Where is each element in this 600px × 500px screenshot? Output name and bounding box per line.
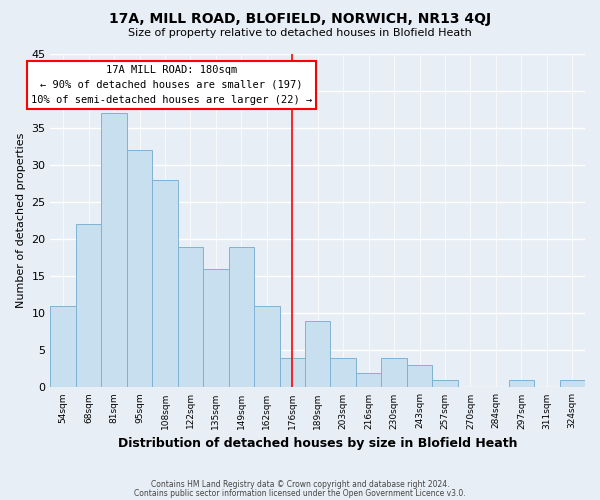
Bar: [76, 224, 101, 388]
Bar: [152, 180, 178, 388]
Bar: [101, 114, 127, 388]
Bar: [356, 372, 382, 388]
Bar: [254, 306, 280, 388]
Text: 17A MILL ROAD: 180sqm
← 90% of detached houses are smaller (197)
10% of semi-det: 17A MILL ROAD: 180sqm ← 90% of detached …: [31, 65, 312, 104]
Bar: [203, 269, 229, 388]
Bar: [560, 380, 585, 388]
Bar: [407, 365, 432, 388]
Bar: [305, 320, 331, 388]
Bar: [127, 150, 152, 388]
Bar: [331, 358, 356, 388]
Bar: [432, 380, 458, 388]
Bar: [229, 246, 254, 388]
Bar: [280, 358, 305, 388]
Bar: [509, 380, 534, 388]
Text: 17A, MILL ROAD, BLOFIELD, NORWICH, NR13 4QJ: 17A, MILL ROAD, BLOFIELD, NORWICH, NR13 …: [109, 12, 491, 26]
Y-axis label: Number of detached properties: Number of detached properties: [16, 133, 26, 308]
Text: Contains HM Land Registry data © Crown copyright and database right 2024.: Contains HM Land Registry data © Crown c…: [151, 480, 449, 489]
X-axis label: Distribution of detached houses by size in Blofield Heath: Distribution of detached houses by size …: [118, 437, 517, 450]
Text: Contains public sector information licensed under the Open Government Licence v3: Contains public sector information licen…: [134, 488, 466, 498]
Bar: [382, 358, 407, 388]
Bar: [50, 306, 76, 388]
Bar: [178, 246, 203, 388]
Text: Size of property relative to detached houses in Blofield Heath: Size of property relative to detached ho…: [128, 28, 472, 38]
